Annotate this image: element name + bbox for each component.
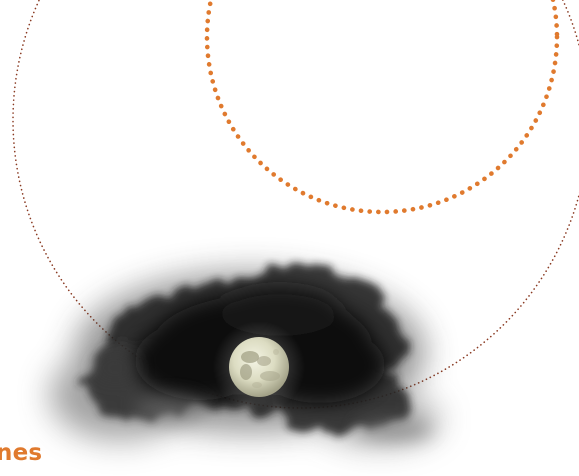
orange-dotted-circle <box>204 0 560 215</box>
full-moon <box>213 321 305 413</box>
cropped-caption-text: nes <box>0 440 43 466</box>
